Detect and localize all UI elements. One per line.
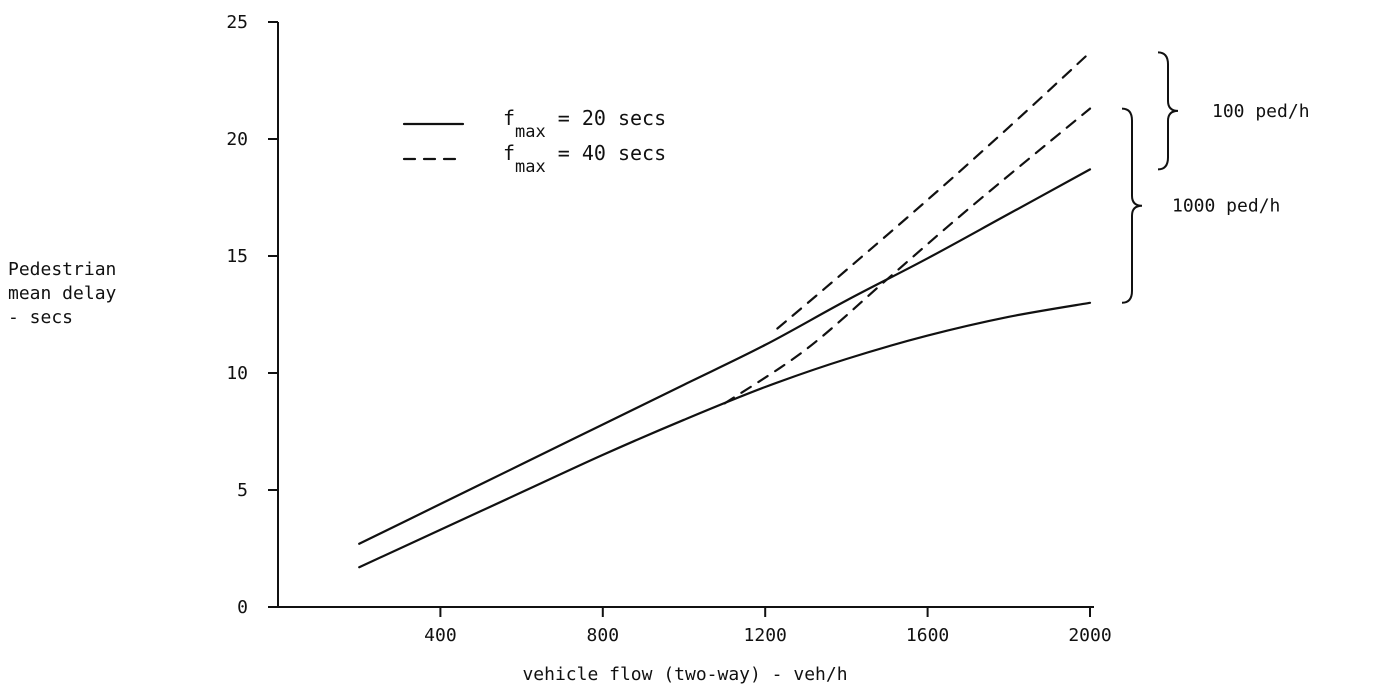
series-line-100-ped-h-dashed bbox=[776, 51, 1092, 330]
x-tick-label: 1200 bbox=[744, 625, 787, 646]
x-tick-label: 2000 bbox=[1068, 625, 1111, 646]
y-tick-label: 20 bbox=[226, 129, 248, 150]
series-layer bbox=[358, 51, 1092, 569]
series-line-100-ped-h-solid bbox=[358, 168, 1092, 545]
y-axis-title-line: mean delay bbox=[8, 283, 117, 304]
y-tick-label: 5 bbox=[237, 480, 248, 501]
axes bbox=[277, 22, 1094, 608]
series-line-1000-ped-h-dashed bbox=[723, 107, 1092, 405]
x-tick-label: 800 bbox=[587, 625, 620, 646]
legend-label: fmax= 20 secs bbox=[503, 106, 666, 142]
x-tick-label: 400 bbox=[424, 625, 457, 646]
legend-label: fmax= 40 secs bbox=[503, 141, 666, 177]
y-axis-title-line: Pedestrian bbox=[8, 259, 116, 280]
y-tick-label: 15 bbox=[226, 246, 248, 267]
y-tick-label: 0 bbox=[237, 597, 248, 618]
brackets: 100 ped/h 1000 ped/h bbox=[1121, 51, 1310, 304]
axis-titles: vehicle flow (two-way) - veh/h Pedestrian… bbox=[8, 259, 848, 685]
x-tick-label: 1600 bbox=[906, 625, 949, 646]
ticks: 0 5 10 15 20 25 400 800 1200 1600 2000 bbox=[226, 12, 1111, 646]
bracket-label: 100 ped/h bbox=[1212, 101, 1310, 122]
series-line-1000-ped-h-solid bbox=[358, 301, 1092, 569]
y-tick-label: 10 bbox=[226, 363, 248, 384]
x-axis-title: vehicle flow (two-way) - veh/h bbox=[522, 664, 847, 685]
y-axis-title-line: - secs bbox=[8, 307, 73, 328]
bracket-100-ped-h bbox=[1157, 51, 1179, 171]
y-tick-label: 25 bbox=[226, 12, 248, 33]
bracket-label: 1000 ped/h bbox=[1172, 196, 1280, 217]
bracket-1000-ped-h bbox=[1121, 107, 1143, 304]
